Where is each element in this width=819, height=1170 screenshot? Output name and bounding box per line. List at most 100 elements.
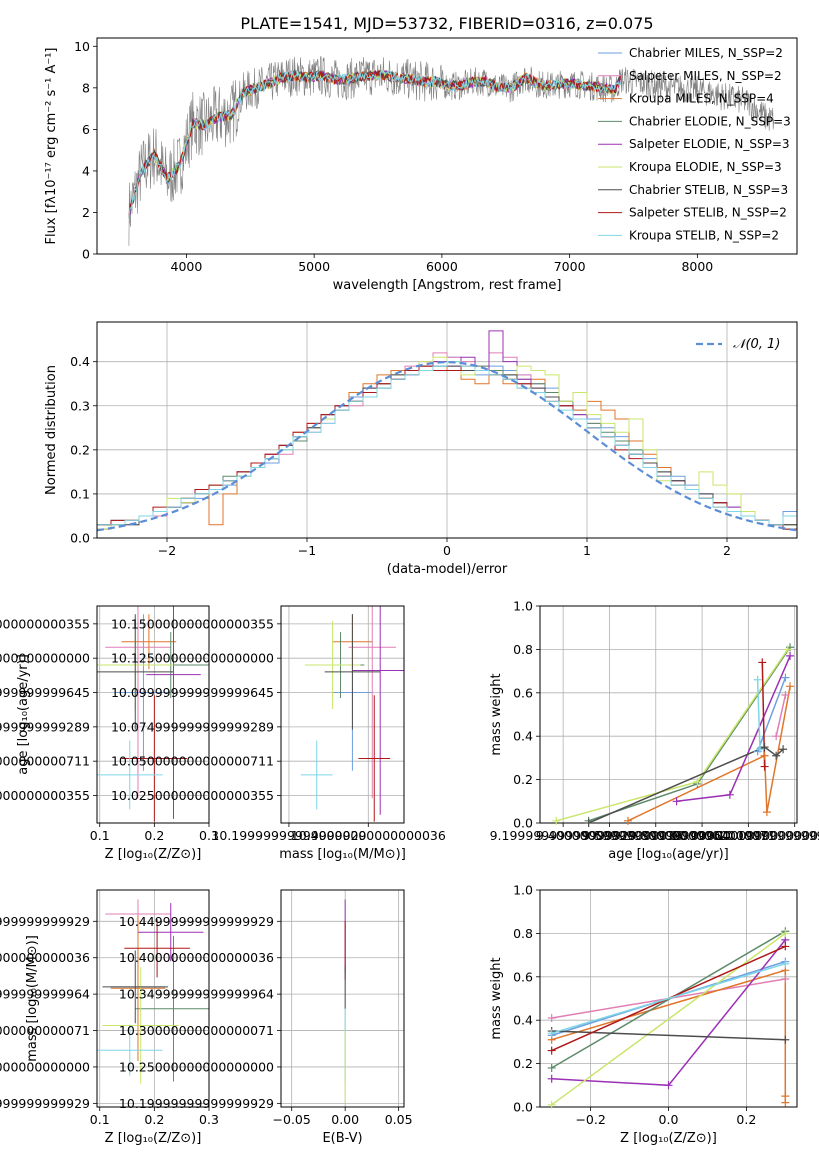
y-tick-label: 10.074999999999999289 (111, 719, 274, 734)
y-tick-label: 0.8 (513, 926, 533, 941)
x-axis-label: Z [log₁₀(Z/Z⊙)] (105, 847, 202, 862)
y-tick-label: 10.074999999999999289 (0, 719, 90, 734)
axes-frame (96, 605, 210, 824)
legend-label-chabrier-miles: Chabrier MILES, N_SSP=2 (629, 46, 783, 60)
marker-kroupa-stelib (755, 745, 764, 754)
y-tick-label: 10.34999999999999964 (0, 987, 90, 1002)
y-tick-label: 10.150000000000000355 (111, 616, 274, 631)
marker-salpeter-elodie (786, 651, 795, 660)
x-axis-label: age [log₁₀(age/yr)] (608, 847, 729, 862)
y-tick-label: 0 (82, 247, 90, 262)
x-tick-label: 0.3 (199, 828, 219, 843)
axes-frame (280, 605, 405, 824)
line-kroupa-stelib (756, 679, 761, 750)
x-tick-label: −0.05 (273, 1112, 311, 1127)
x-tick-label: 4000 (171, 259, 203, 274)
y-tick-label: 0.8 (513, 642, 533, 657)
y-tick-label: 0.6 (513, 685, 533, 700)
line-salpeter-miles (775, 694, 787, 737)
y-tick-label: 1.0 (513, 599, 533, 614)
y-tick-label: 10 (74, 39, 90, 54)
marker-kroupa-elodie (783, 645, 792, 654)
y-tick-label: 6 (82, 122, 90, 137)
panel-Z_vs_age: 0.1 0.2 0.3 10.025000000000000355 10.0500000… (0, 605, 219, 862)
x-tick-label: −0.2 (575, 1112, 605, 1127)
y-tick-label: 10.099999999999999645 (0, 685, 90, 700)
legend-label-gaussian: 𝒩(0, 1) (733, 337, 780, 352)
marker-salpeter-stelib (758, 658, 767, 667)
x-tick-label: 0.05 (385, 1112, 413, 1127)
line-kroupa-stelib (551, 963, 786, 1034)
marker-salpeter-miles (547, 1014, 556, 1023)
y-tick-label: 10.34999999999999964 (119, 987, 274, 1002)
y-tick-label: 0.0 (513, 1100, 533, 1115)
y-tick-label: 10.19999999999999929 (0, 1096, 90, 1111)
y-tick-label: 10.40000000000000036 (119, 950, 274, 965)
y-tick-label: 10.44999999999999929 (0, 914, 90, 929)
x-tick-label: 0.00 (331, 1112, 359, 1127)
y-tick-label: 8 (82, 80, 90, 95)
legend-label-salpeter-stelib: Salpeter STELIB, N_SSP=2 (629, 206, 787, 220)
marker-salpeter-elodie (725, 790, 734, 799)
marker-chabrier-stelib (779, 745, 788, 754)
line-kroupa-elodie (551, 932, 786, 1106)
marker-kroupa-miles (762, 808, 771, 817)
y-axis-label: mass [log₁₀(M/M⊙)] (25, 935, 40, 1062)
marker-kroupa-stelib (781, 959, 790, 968)
legend-label-salpeter-elodie: Salpeter ELODIE, N_SSP=3 (629, 137, 790, 151)
y-tick-label: 10.125000000000000000 (0, 651, 90, 666)
y-tick-label: 0.2 (513, 772, 533, 787)
x-tick-label: −2 (158, 543, 176, 558)
y-tick-label: 10.25000000000000000 (119, 1059, 274, 1074)
legend-label-salpeter-miles: Salpeter MILES, N_SSP=2 (629, 69, 782, 83)
y-tick-label: 10.25000000000000000 (0, 1059, 90, 1074)
marker-kroupa-elodie (552, 816, 561, 825)
y-tick-label: 10.30000000000000071 (0, 1023, 90, 1038)
y-axis-label: mass weight (489, 673, 504, 755)
x-tick-label: 5000 (298, 259, 330, 274)
panel-residual_hist: −2 −1 0 1 2 0.0 0.1 0.2 0.3 0.4 (data-model)/error… (44, 321, 798, 577)
y-tick-label: 0.4 (513, 1013, 533, 1028)
y-tick-label: 0.1 (70, 486, 90, 501)
data-spectrum-line (128, 56, 775, 246)
plot-area (551, 930, 787, 1106)
panel-EBV_vs_mass: −0.05 0.00 0.05 10.19999999999999929 10.2500… (119, 889, 413, 1146)
y-tick-label: 10.44999999999999929 (119, 914, 274, 929)
marker-salpeter-stelib (760, 762, 769, 771)
panel-mass_vs_age: 10.1999999999999992910.40000000000000036… (111, 605, 446, 862)
model-spectrum-kroupa-stelib (128, 69, 622, 218)
y-tick-label: 0.0 (70, 531, 90, 546)
marker-kroupa-miles (786, 682, 795, 691)
line-kroupa-miles (627, 686, 791, 822)
axes-frame (539, 605, 798, 824)
marker-chabrier-miles (781, 673, 790, 682)
legend-label-chabrier-elodie: Chabrier ELODIE, N_SSP=3 (629, 114, 791, 128)
y-tick-label: 0.0 (513, 816, 533, 831)
y-tick-label: 4 (82, 163, 90, 178)
y-axis-label: age [log₁₀(age/yr)] (16, 654, 31, 775)
marker-kroupa-elodie (781, 929, 790, 938)
plot-area (300, 606, 404, 822)
y-tick-label: 10.050000000000000711 (0, 754, 90, 769)
marker-kroupa-stelib (753, 675, 762, 684)
axes-frame (96, 37, 798, 255)
plot-area (97, 899, 209, 1084)
marker-kroupa-elodie (693, 777, 702, 786)
y-tick-label: 10.050000000000000711 (111, 754, 274, 769)
marker-salpeter-stelib (781, 942, 790, 951)
x-tick-label: 8000 (681, 259, 713, 274)
y-axis-label: mass weight (489, 957, 504, 1039)
x-axis-label: mass [log₁₀(M/M⊙)] (279, 847, 406, 862)
marker-chabrier-stelib (760, 743, 769, 752)
y-tick-label: 10.19999999999999929 (119, 1096, 274, 1111)
x-tick-label: 0.3 (199, 1112, 219, 1127)
marker-kroupa-stelib (547, 1029, 556, 1038)
legend-label-kroupa-stelib: Kroupa STELIB, N_SSP=2 (629, 228, 779, 242)
y-tick-label: 0.4 (513, 729, 533, 744)
plot-area (97, 330, 797, 532)
model-spectrum-salpeter-stelib (128, 69, 622, 218)
x-tick-label: 2 (723, 543, 731, 558)
x-tick-label: 0.2 (144, 828, 164, 843)
panel-age_vs_mass_weight: 9.199999999999999299.400000000000000369.… (489, 599, 819, 863)
